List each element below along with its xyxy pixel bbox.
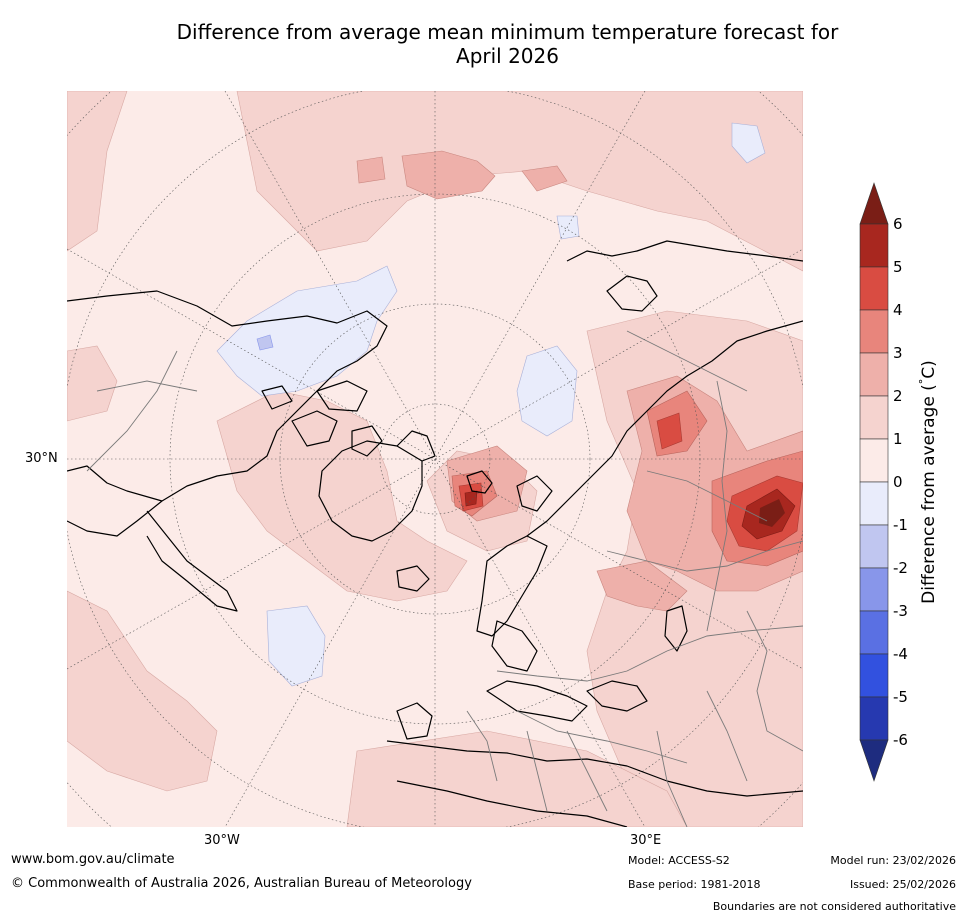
- lon-label-30e: 30°E: [630, 833, 662, 848]
- colorbar-tick-6: 6: [893, 215, 903, 233]
- colorbar-swatch-m3-to-m2: [859, 567, 889, 612]
- title-line2: April 2026: [456, 44, 559, 68]
- colorbar-tick-m5: -5: [893, 688, 908, 706]
- anomaly-minus2-to-minus1-regions: [256, 334, 274, 351]
- colorbar-swatch-1-to-2: [859, 395, 889, 440]
- chart-title: Difference from average mean minimum tem…: [60, 20, 955, 68]
- colorbar-swatch-3-to-4: [859, 309, 889, 354]
- colorbar-extend-below: [859, 739, 889, 782]
- footer-disclaimer: Boundaries are not considered authoritat…: [712, 900, 956, 913]
- colorbar-tick-2: 2: [893, 387, 903, 405]
- lon-label-30w: 30°W: [204, 833, 240, 848]
- map-canvas: [67, 91, 803, 827]
- footer-copyright: © Commonwealth of Australia 2026, Austra…: [11, 876, 472, 891]
- colorbar-tick-m1: -1: [893, 516, 908, 534]
- footer-model-run: Model run: 23/02/2026: [830, 854, 956, 867]
- colorbar-tick-5: 5: [893, 258, 903, 276]
- colorbar-label-text: Difference from average (: [918, 384, 939, 604]
- footer-website: www.bom.gov.au/climate: [11, 852, 175, 867]
- colorbar-swatch-m4-to-m3: [859, 610, 889, 655]
- colorbar-tick-m2: -2: [893, 559, 908, 577]
- colorbar-swatch-m1-to-0: [859, 481, 889, 526]
- colorbar-label-unit: C): [918, 360, 939, 379]
- graticule-lines: [67, 91, 803, 827]
- forecast-map: [67, 91, 803, 827]
- colorbar-label: Difference from average (°C): [917, 360, 939, 604]
- colorbar-extend-above: [859, 182, 889, 225]
- colorbar-swatch-2-to-3: [859, 352, 889, 397]
- lat-label-30n: 30°N: [25, 451, 58, 466]
- colorbar-tick-3: 3: [893, 344, 903, 362]
- colorbar-tick-4: 4: [893, 301, 903, 319]
- colorbar-tick-0: 0: [893, 473, 903, 491]
- colorbar-tick-m6: -6: [893, 731, 908, 749]
- coastlines: [67, 240, 803, 827]
- colorbar-swatch-m5-to-m4: [859, 653, 889, 698]
- colorbar-tick-m3: -3: [893, 602, 908, 620]
- footer-base-period: Base period: 1981-2018: [628, 878, 761, 891]
- colorbar-swatch-0-to-1: [859, 438, 889, 483]
- colorbar-swatch-5-to-6: [859, 223, 889, 268]
- colorbar-swatch-m2-to-m1: [859, 524, 889, 569]
- colorbar-swatch-4-to-5: [859, 266, 889, 311]
- colorbar-label-degree: °: [917, 378, 931, 385]
- colorbar-swatch-m6-to-m5: [859, 696, 889, 741]
- footer-issued: Issued: 25/02/2026: [849, 878, 956, 891]
- title-line1: Difference from average mean minimum tem…: [176, 20, 839, 44]
- colorbar-tick-1: 1: [893, 430, 903, 448]
- footer-model: Model: ACCESS-S2: [628, 854, 730, 867]
- country-borders: [86, 330, 803, 827]
- colorbar-tick-m4: -4: [893, 645, 908, 663]
